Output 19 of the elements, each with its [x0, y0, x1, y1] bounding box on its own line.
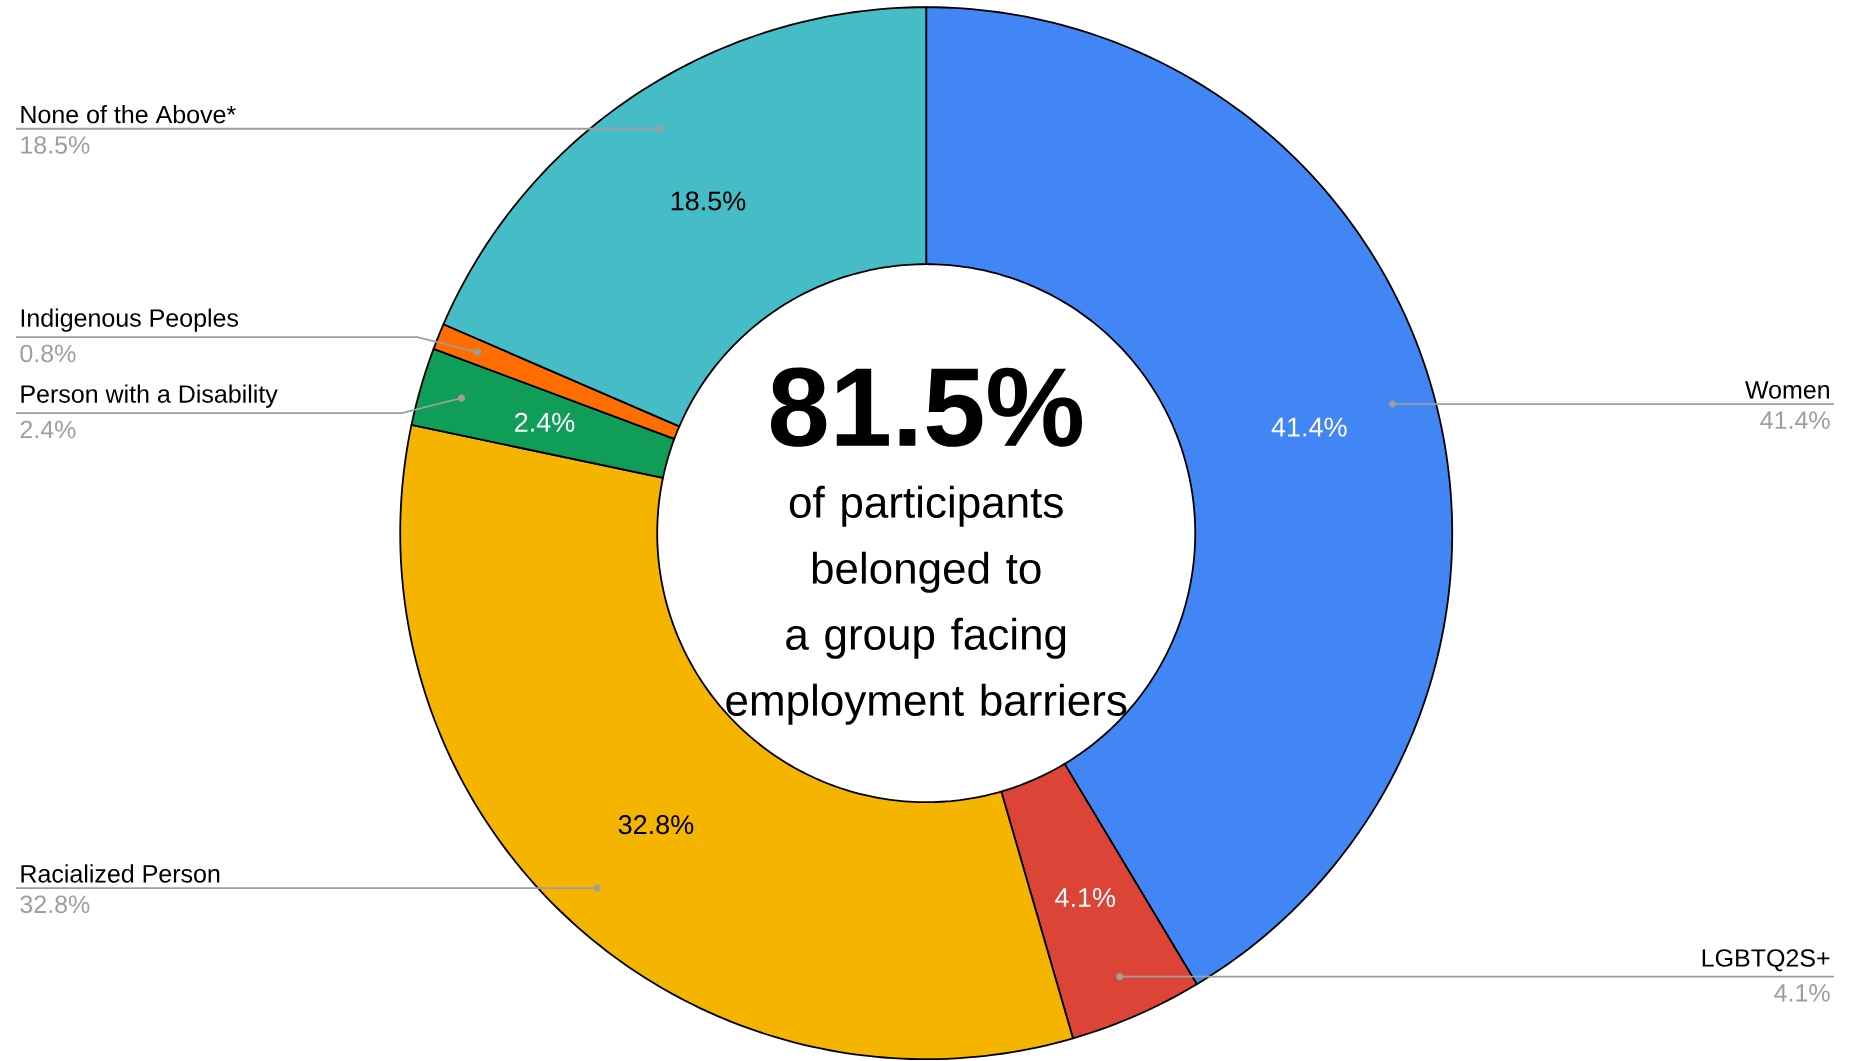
text: 18.5% — [21, 136, 90, 154]
slice-label: Person with a Disability — [21, 384, 278, 408]
text: 81.5% — [770, 367, 1083, 447]
slice-label: None of the Above* — [21, 104, 236, 124]
slice-label: LGBTQ2S+ — [1702, 949, 1830, 972]
text: of participants belonged to a group facing employment barriers — [726, 485, 1127, 725]
data-label: 32.8% — [618, 815, 694, 835]
data-label: 18.5% — [671, 191, 746, 211]
data-label: 0.8% — [20, 344, 76, 363]
slice-label: Women — [1745, 381, 1829, 399]
text: 32.8% — [20, 895, 90, 914]
text: 2.4% — [20, 420, 76, 439]
slice-label: Indigenous Peoples — [21, 308, 239, 332]
data-label: 4.1% — [1055, 888, 1116, 907]
text: 41.4% — [1760, 411, 1830, 429]
slice-label: Racialized Person — [21, 864, 220, 883]
data-label: 41.4% — [1271, 417, 1347, 437]
data-label: 2.4% — [515, 412, 575, 432]
text: 4.1% — [1774, 984, 1830, 1002]
